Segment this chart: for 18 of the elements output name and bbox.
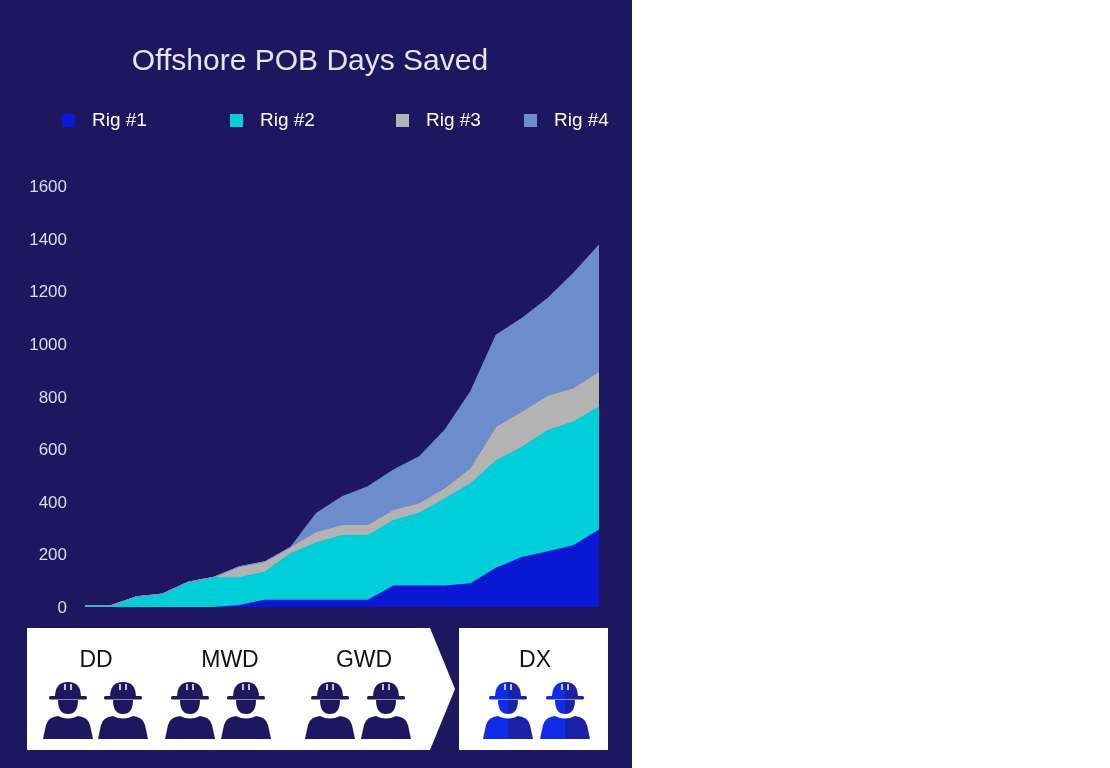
y-tick-label: 1000 [29,334,67,354]
chart-title: Offshore POB Days Saved [130,42,490,78]
legend-label: Rig #3 [426,109,481,131]
text: DX [518,646,552,672]
y-tick-label: 600 [38,440,67,460]
text: GWD [334,646,394,672]
legend-label: Rig #1 [92,109,147,131]
y-tick-label: 1200 [29,282,67,302]
y-tick-label: 200 [38,545,67,565]
text: DD [78,646,114,672]
y-tick-label: 400 [38,492,67,512]
y-tick-label: 0 [57,598,67,618]
legend-label: Rig #4 [554,109,609,131]
y-tick-label: 800 [38,387,67,407]
y-tick-label: 1400 [29,229,67,249]
legend-label: Rig #2 [260,109,315,131]
y-tick-label: 1600 [29,177,67,197]
text: MWD [200,646,260,672]
